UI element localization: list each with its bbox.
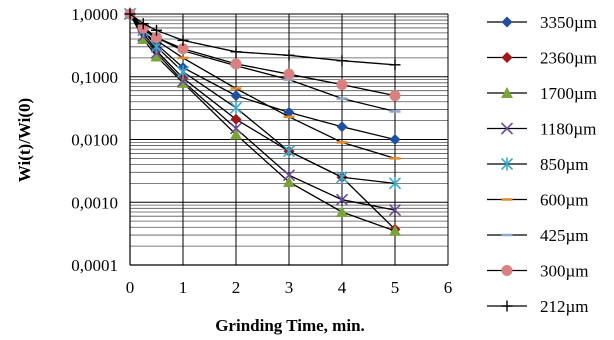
legend-label: 2360µm: [540, 49, 597, 68]
axes: [129, 14, 448, 266]
legend-item: 2360µm: [487, 49, 597, 68]
data-point: [124, 8, 136, 20]
legend-item: 1700µm: [487, 84, 597, 103]
legend-label: 425µm: [540, 226, 589, 245]
data-point: [283, 49, 295, 61]
data-point: [176, 75, 190, 88]
legend-item: 300µm: [487, 262, 589, 281]
data-point: [151, 32, 162, 44]
y-tick-label: 0,0001: [71, 256, 118, 275]
data-point: [230, 46, 242, 58]
legend-label: 300µm: [540, 262, 589, 281]
series-8: [124, 8, 401, 71]
data-point: [336, 205, 348, 217]
legend-marker: [501, 52, 513, 63]
data-point: [388, 204, 402, 217]
data-point: [389, 59, 401, 71]
data-point: [137, 18, 149, 30]
data-point: [389, 224, 401, 236]
y-tick-label: 1,0000: [71, 5, 118, 24]
legend-label: 1180µm: [540, 120, 596, 139]
legend-marker: [501, 265, 513, 276]
data-point: [282, 144, 296, 158]
legend: 3350µm 2360µm 1700µm 1180µm 850µm 600µm 425µm 3…: [487, 13, 597, 316]
y-axis-title: Wi(t)/Wi(0): [15, 98, 34, 182]
data-point: [336, 79, 348, 91]
series-7: [124, 8, 401, 102]
legend-item: 600µm: [487, 191, 589, 210]
tick-labels: 0 1 2 3 4 5 6 0,0001 0,0010 0,0100 0,1000 1,0000: [71, 5, 452, 297]
data-point: [177, 34, 189, 46]
legend-marker: [501, 16, 513, 28]
data-point: [282, 169, 296, 182]
legend-label: 600µm: [540, 191, 589, 210]
y-tick-label: 0,0010: [71, 193, 118, 212]
data-point: [389, 90, 401, 102]
data-point: [230, 128, 242, 140]
legend-label: 3350µm: [540, 13, 597, 32]
data-point: [151, 24, 162, 36]
data-point: [335, 170, 349, 184]
data-point: [230, 113, 242, 125]
x-tick-label: 3: [285, 278, 294, 297]
legend-item: 1180µm: [487, 120, 596, 139]
legend-marker: [500, 122, 514, 135]
x-tick-label: 4: [338, 278, 347, 297]
series-line: [129, 13, 396, 66]
legend-item: 3350µm: [487, 13, 597, 32]
legend-label: 212µm: [540, 297, 589, 316]
data-point: [336, 121, 348, 133]
data-point: [229, 101, 243, 115]
data-point: [137, 32, 150, 44]
x-axis-title: Grinding Time, min.: [215, 316, 365, 335]
data-point: [150, 50, 163, 62]
data-point: [176, 65, 190, 79]
data-point: [230, 58, 242, 70]
legend-label: 850µm: [540, 155, 589, 174]
y-tick-label: 0,0100: [71, 131, 118, 150]
series-2: [124, 8, 401, 236]
data-point: [283, 68, 295, 80]
legend-item: 850µm: [487, 155, 589, 174]
plot-area: [123, 7, 402, 236]
legend-label: 1700µm: [540, 84, 597, 103]
data-point: [389, 134, 401, 145]
data-point: [229, 122, 243, 135]
data-point: [336, 55, 348, 67]
x-tick-label: 5: [391, 278, 400, 297]
data-point: [177, 43, 189, 55]
data-point: [230, 90, 242, 102]
y-tick-label: 0,1000: [71, 68, 118, 87]
legend-item: 425µm: [487, 226, 589, 245]
x-tick-label: 1: [179, 278, 188, 297]
legend-marker: [501, 87, 513, 98]
data-point: [388, 176, 402, 190]
x-tick-label: 6: [444, 278, 453, 297]
x-tick-label: 2: [232, 278, 241, 297]
data-point: [283, 176, 295, 188]
x-tick-label: 0: [126, 278, 135, 297]
legend-marker: [501, 300, 513, 312]
data-point: [335, 193, 349, 206]
legend-marker: [500, 157, 514, 171]
legend-item: 212µm: [487, 297, 589, 316]
